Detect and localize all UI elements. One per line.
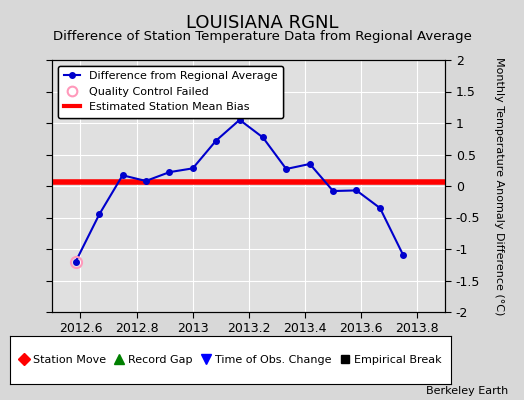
Y-axis label: Monthly Temperature Anomaly Difference (°C): Monthly Temperature Anomaly Difference (… bbox=[494, 57, 504, 315]
Text: Berkeley Earth: Berkeley Earth bbox=[426, 386, 508, 396]
Text: Difference of Station Temperature Data from Regional Average: Difference of Station Temperature Data f… bbox=[52, 30, 472, 43]
Text: LOUISIANA RGNL: LOUISIANA RGNL bbox=[185, 14, 339, 32]
Legend: Difference from Regional Average, Quality Control Failed, Estimated Station Mean: Difference from Regional Average, Qualit… bbox=[58, 66, 283, 118]
Legend: Station Move, Record Gap, Time of Obs. Change, Empirical Break: Station Move, Record Gap, Time of Obs. C… bbox=[15, 350, 446, 370]
